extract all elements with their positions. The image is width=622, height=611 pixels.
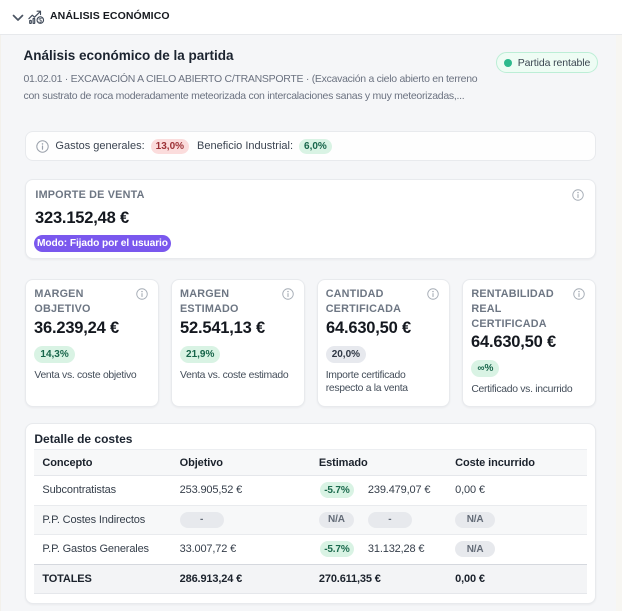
- svg-text:$: $: [38, 18, 42, 24]
